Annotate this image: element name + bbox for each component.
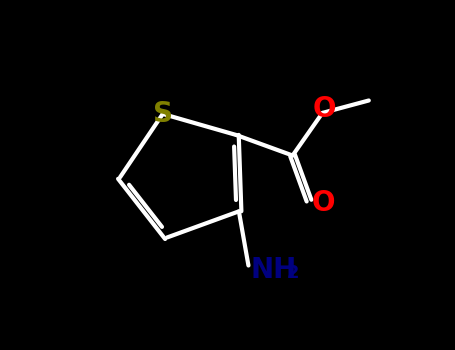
Text: NH: NH [250, 256, 297, 284]
Text: O: O [313, 95, 336, 123]
Text: O: O [311, 189, 335, 217]
Text: 2: 2 [287, 264, 299, 281]
Text: S: S [153, 100, 173, 128]
